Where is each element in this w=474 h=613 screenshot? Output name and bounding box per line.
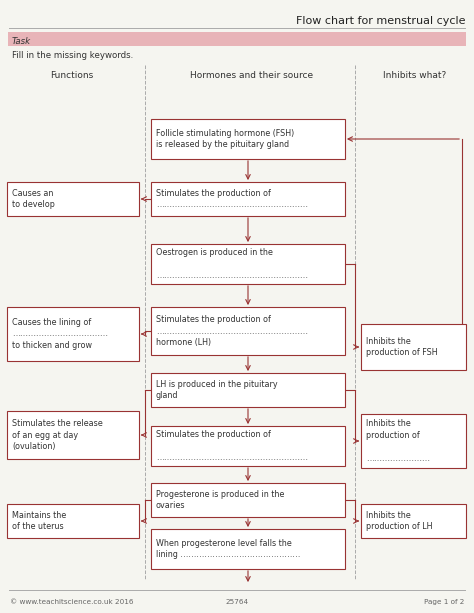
FancyBboxPatch shape xyxy=(151,244,345,284)
Text: Inhibits what?: Inhibits what? xyxy=(383,72,447,80)
Text: Inhibits the
production of

……………………: Inhibits the production of …………………… xyxy=(366,419,430,463)
Text: Functions: Functions xyxy=(50,72,94,80)
Text: LH is produced in the pituitary
gland: LH is produced in the pituitary gland xyxy=(156,379,278,400)
Text: Inhibits the
production of FSH: Inhibits the production of FSH xyxy=(366,337,438,357)
FancyBboxPatch shape xyxy=(7,411,139,459)
FancyBboxPatch shape xyxy=(361,324,466,370)
Text: Causes an            
to develop: Causes an to develop xyxy=(12,189,83,210)
FancyBboxPatch shape xyxy=(361,414,466,468)
Text: Oestrogen is produced in the

…………………………………………………: Oestrogen is produced in the ……………………………… xyxy=(156,248,308,280)
Text: Task: Task xyxy=(12,37,31,45)
Text: Stimulates the production of

…………………………………………………: Stimulates the production of ……………………………… xyxy=(156,430,308,462)
FancyBboxPatch shape xyxy=(151,182,345,216)
Text: Causes the lining of
………………………………
to thicken and grow: Causes the lining of ……………………………… to thi… xyxy=(12,318,108,350)
Text: Flow chart for menstrual cycle: Flow chart for menstrual cycle xyxy=(297,16,466,26)
FancyBboxPatch shape xyxy=(151,373,345,407)
Text: Inhibits the
production of LH: Inhibits the production of LH xyxy=(366,511,432,531)
Text: © www.teachitscience.co.uk 2016: © www.teachitscience.co.uk 2016 xyxy=(10,599,134,605)
Text: Stimulates the release
of an egg at day      
(ovulation): Stimulates the release of an egg at day … xyxy=(12,419,103,451)
FancyBboxPatch shape xyxy=(7,504,139,538)
Text: Stimulates the production of
…………………………………………………
hormone (LH): Stimulates the production of ……………………………… xyxy=(156,314,308,348)
FancyBboxPatch shape xyxy=(151,529,345,569)
Text: Page 1 of 2: Page 1 of 2 xyxy=(424,599,464,605)
Text: Hormones and their source: Hormones and their source xyxy=(191,72,314,80)
FancyBboxPatch shape xyxy=(7,307,139,361)
FancyBboxPatch shape xyxy=(361,504,466,538)
Text: Follicle stimulating hormone (FSH)
is released by the pituitary gland: Follicle stimulating hormone (FSH) is re… xyxy=(156,129,294,150)
FancyBboxPatch shape xyxy=(151,483,345,517)
Text: Fill in the missing keywords.: Fill in the missing keywords. xyxy=(12,50,133,59)
FancyBboxPatch shape xyxy=(7,182,139,216)
Text: Progesterone is produced in the
ovaries: Progesterone is produced in the ovaries xyxy=(156,490,284,511)
FancyBboxPatch shape xyxy=(151,426,345,466)
FancyBboxPatch shape xyxy=(151,307,345,355)
FancyBboxPatch shape xyxy=(8,32,466,46)
FancyBboxPatch shape xyxy=(151,119,345,159)
Text: 25764: 25764 xyxy=(226,599,248,605)
Text: Maintains the         
of the uterus: Maintains the of the uterus xyxy=(12,511,89,531)
Text: When progesterone level falls the
lining ………………………………………: When progesterone level falls the lining… xyxy=(156,539,301,560)
Text: Stimulates the production of
…………………………………………………: Stimulates the production of ……………………………… xyxy=(156,189,308,210)
